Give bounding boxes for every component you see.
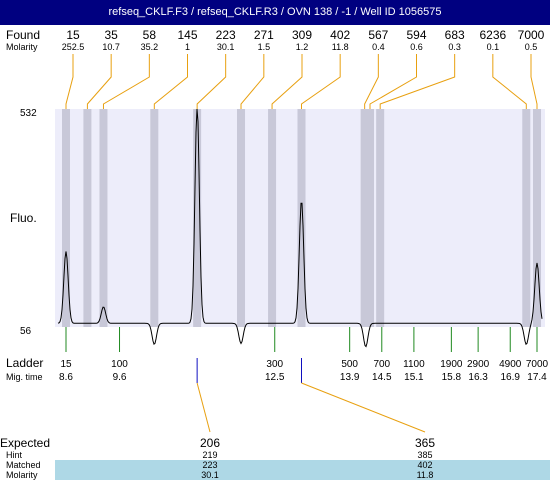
peak-band (193, 109, 202, 327)
peak-band (360, 109, 369, 327)
matched-value: 223 (202, 460, 217, 470)
peak-band (268, 109, 277, 327)
found-molarity-label: 0.1 (487, 42, 500, 52)
ladder-mig-label: 15.1 (404, 372, 424, 383)
ladder-size-label: 100 (111, 359, 128, 370)
expected-connector (301, 382, 426, 433)
peak-leader-line (65, 54, 74, 109)
ladder-mig-label: 12.5 (265, 372, 285, 383)
expected-row-label: Expected (0, 436, 50, 450)
peak-leader-line (86, 54, 112, 109)
found-molarity-label: 35.2 (141, 42, 159, 52)
ladder-mig-label: 9.6 (113, 372, 127, 383)
found-size-label: 402 (330, 28, 350, 42)
ladder-size-label: 500 (341, 359, 358, 370)
found-size-label: 309 (292, 28, 312, 42)
peak-band (376, 109, 385, 327)
peak-leader-line (379, 54, 456, 109)
ladder-mig-label: 16.3 (468, 372, 488, 383)
found-molarity-label: 252.5 (62, 42, 85, 52)
hint-row-label: Hint (6, 450, 23, 460)
found-molarity-label: 30.1 (217, 42, 235, 52)
peak-leader-line (271, 54, 303, 109)
found-size-label: 15 (66, 28, 80, 42)
found-size-label: 6236 (479, 28, 506, 42)
hint-value: 385 (417, 450, 432, 460)
fluorescence-trace (57, 108, 543, 348)
found-molarity-label: 1.2 (296, 42, 309, 52)
expected-value: 206 (200, 436, 220, 450)
peak-band (533, 109, 541, 327)
found-size-label: 594 (406, 28, 426, 42)
y-tick-label: 532 (20, 108, 37, 119)
found-size-label: 271 (254, 28, 274, 42)
found-molarity-label: 10.7 (102, 42, 120, 52)
ladder-mig-label: 14.5 (372, 372, 392, 383)
found-row-label: Found (6, 28, 40, 42)
peak-leader-line (369, 54, 417, 109)
peak-leader-line (301, 54, 341, 109)
peak-band (99, 109, 108, 327)
ladder-size-label: 1100 (403, 359, 425, 370)
peak-leader-line (364, 54, 379, 109)
found-molarity-label: 0.4 (372, 42, 385, 52)
molarity2-row-label: Molarity (6, 470, 38, 480)
found-size-label: 683 (445, 28, 465, 42)
found-size-label: 145 (177, 28, 197, 42)
ladder-size-label: 300 (266, 359, 283, 370)
ladder-mig-label: 8.6 (59, 372, 73, 383)
found-size-label: 7000 (518, 28, 545, 42)
mig-time-row-label: Mig. time (6, 372, 43, 382)
expected-connector (196, 382, 211, 433)
ladder-size-label: 2900 (467, 359, 490, 370)
ladder-row-label: Ladder (6, 356, 43, 370)
ladder-size-label: 7000 (526, 359, 549, 370)
found-molarity-label: 0.3 (448, 42, 461, 52)
ladder-size-label: 4900 (499, 359, 522, 370)
peak-band (62, 109, 70, 327)
peak-band (150, 109, 159, 327)
ladder-mig-label: 17.4 (527, 372, 547, 383)
peak-leader-line (240, 54, 265, 109)
found-size-label: 35 (104, 28, 118, 42)
matched-row-highlight (55, 460, 550, 480)
ladder-mig-label: 16.9 (501, 372, 521, 383)
expected-molarity-value: 11.8 (417, 470, 434, 480)
peak-leader-line (196, 54, 227, 109)
ladder-size-label: 1900 (440, 359, 463, 370)
found-size-label: 58 (143, 28, 157, 42)
window-title-bar: refseq_CKLF.F3 / refseq_CKLF.R3 / OVN 13… (0, 0, 550, 25)
matched-row-label: Matched (6, 460, 41, 470)
expected-molarity-value: 30.1 (201, 470, 219, 480)
expected-value: 365 (415, 436, 435, 450)
peak-band (237, 109, 246, 327)
peak-band (522, 109, 531, 327)
ladder-mig-label: 13.9 (340, 372, 360, 383)
y-tick-label: 56 (20, 326, 32, 337)
peak-band (366, 109, 375, 327)
found-molarity-label: 1.5 (258, 42, 271, 52)
peak-band (297, 109, 306, 327)
ladder-size-label: 15 (60, 359, 72, 370)
found-size-label: 567 (368, 28, 388, 42)
peak-leader-line (153, 54, 188, 109)
found-molarity-label: 1 (185, 42, 190, 52)
y-axis-label: Fluo. (10, 211, 37, 225)
peak-leader-line (102, 54, 150, 109)
peak-band (83, 109, 92, 327)
window-title: refseq_CKLF.F3 / refseq_CKLF.R3 / OVN 13… (108, 6, 442, 18)
found-size-label: 223 (216, 28, 236, 42)
ladder-size-label: 700 (373, 359, 390, 370)
found-molarity-label: 11.8 (332, 42, 349, 52)
molarity-row-label: Molarity (6, 42, 38, 52)
found-molarity-label: 0.6 (410, 42, 423, 52)
peak-leader-line (530, 54, 538, 109)
peak-leader-line (492, 54, 527, 109)
found-molarity-label: 0.5 (525, 42, 538, 52)
matched-value: 402 (417, 460, 432, 470)
ladder-mig-label: 15.8 (442, 372, 462, 383)
hint-value: 219 (202, 450, 217, 460)
